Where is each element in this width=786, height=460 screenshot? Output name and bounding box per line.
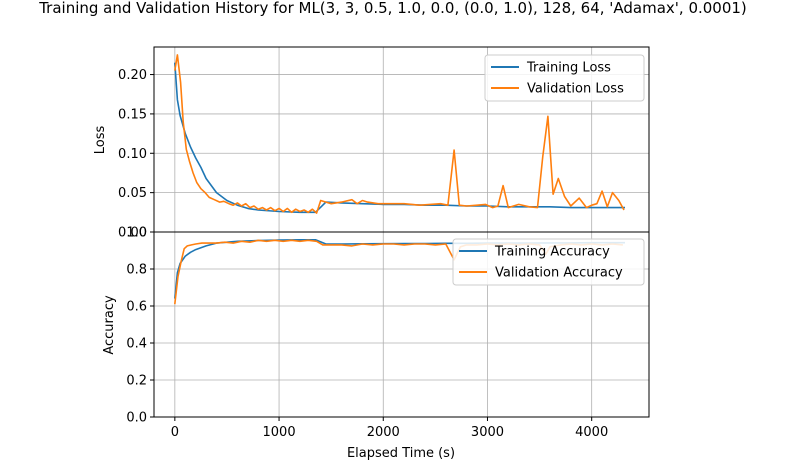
x-tick-label: 1000 <box>263 425 296 440</box>
y-tick-label: 0.2 <box>126 374 147 389</box>
x-tick-label: 2000 <box>367 425 400 440</box>
accuracy-y-ticks: 0.0 0.2 0.4 0.6 0.8 1.0 <box>126 226 154 426</box>
loss-y-axis-label: Loss <box>93 126 108 155</box>
y-tick-label: 1.0 <box>126 226 147 241</box>
y-tick-label: 0.8 <box>126 263 147 278</box>
x-tick-label: 3000 <box>471 425 504 440</box>
loss-legend: Training Loss Validation Loss <box>484 54 645 102</box>
y-tick-label: 0.0 <box>126 411 147 426</box>
legend-label-validation-accuracy: Validation Accuracy <box>495 266 623 281</box>
chart-title: Training and Validation History for ML(3… <box>38 0 747 17</box>
legend-box <box>452 238 645 286</box>
y-tick-label: 0.05 <box>118 186 147 201</box>
loss-panel: 0.00 0.05 0.10 0.15 0.20 Loss Training Loss V… <box>93 46 650 241</box>
x-axis-label: Elapsed Time (s) <box>347 446 455 460</box>
accuracy-legend: Training Accuracy Validation Accuracy <box>452 238 645 286</box>
legend-label-training-accuracy: Training Accuracy <box>494 245 610 260</box>
x-tick-label: 0 <box>171 425 179 440</box>
y-tick-label: 0.20 <box>118 68 147 83</box>
loss-y-ticks: 0.00 0.05 0.10 0.15 0.20 <box>118 68 154 241</box>
legend-label-training-loss: Training Loss <box>526 61 611 76</box>
y-tick-label: 0.10 <box>118 147 147 162</box>
x-tick-label: 4000 <box>575 425 608 440</box>
loss-series <box>174 54 625 214</box>
y-tick-label: 0.15 <box>118 107 147 122</box>
legend-label-validation-loss: Validation Loss <box>527 82 624 97</box>
accuracy-y-axis-label: Accuracy <box>102 295 117 355</box>
accuracy-x-ticks: 0 1000 2000 3000 4000 <box>171 417 608 440</box>
accuracy-panel: 0.0 0.2 0.4 0.6 0.8 1.0 0 1000 2000 3000 4000 Acc… <box>102 226 650 440</box>
y-tick-label: 0.00 <box>118 226 147 241</box>
y-tick-label: 0.6 <box>126 300 147 315</box>
legend-box <box>484 54 645 102</box>
accuracy-plot-frame <box>153 231 650 418</box>
validation-loss-line <box>174 54 625 214</box>
y-tick-label: 0.4 <box>126 337 147 352</box>
